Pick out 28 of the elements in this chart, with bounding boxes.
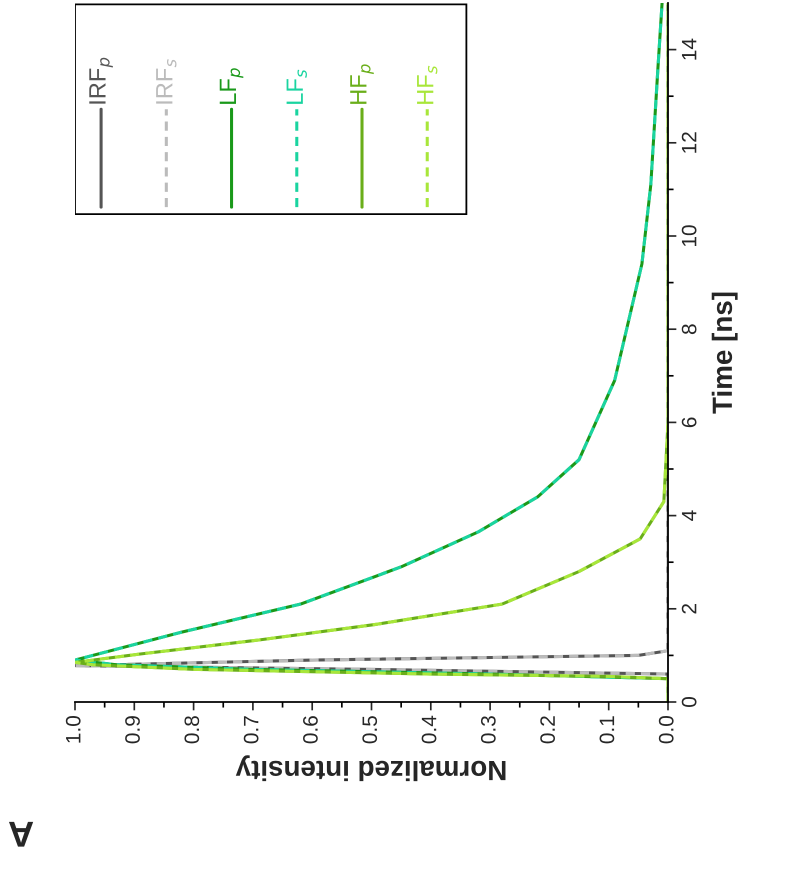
x-tick-label: 0.1 bbox=[600, 716, 614, 744]
x-tick-label: 0.0 bbox=[658, 716, 674, 744]
y-tick-label: 6 bbox=[682, 418, 696, 428]
x-tick-label: 0.5 bbox=[362, 716, 378, 744]
text: HF$_{s}$ bbox=[417, 66, 438, 104]
x-tick-label: 0.3 bbox=[480, 716, 496, 744]
text: HF$_{p}$ bbox=[350, 64, 374, 104]
y-tick-label: 8 bbox=[682, 324, 696, 334]
x-tick-label: 0.4 bbox=[422, 716, 436, 744]
x-tick-label: 0.9 bbox=[125, 716, 140, 744]
y-tick-label: 14 bbox=[682, 38, 696, 60]
y-axis-title: Time [ns] bbox=[712, 292, 738, 414]
text: IRF$_{s}$ bbox=[156, 59, 176, 104]
x-tick-label: 0.7 bbox=[244, 716, 258, 744]
text: A bbox=[8, 822, 34, 847]
x-axis-title: Normalized intensity bbox=[236, 755, 506, 782]
x-tick-label: 0.8 bbox=[184, 716, 200, 744]
y-tick-label: 2 bbox=[682, 604, 696, 614]
y-tick-label: 4 bbox=[682, 510, 696, 521]
x-tick-label: 1.0 bbox=[66, 716, 81, 743]
text: IRF$_{p}$ bbox=[89, 58, 113, 104]
y-tick-label: 12 bbox=[682, 132, 696, 153]
x-tick-label: 0.2 bbox=[540, 716, 555, 744]
x-tick-label: 0.6 bbox=[303, 716, 318, 744]
text: LF$_{s}$ bbox=[286, 70, 307, 104]
y-tick-label: 10 bbox=[682, 225, 696, 246]
y-tick-label: 0 bbox=[682, 697, 696, 707]
text: LF$_{p}$ bbox=[220, 68, 244, 104]
